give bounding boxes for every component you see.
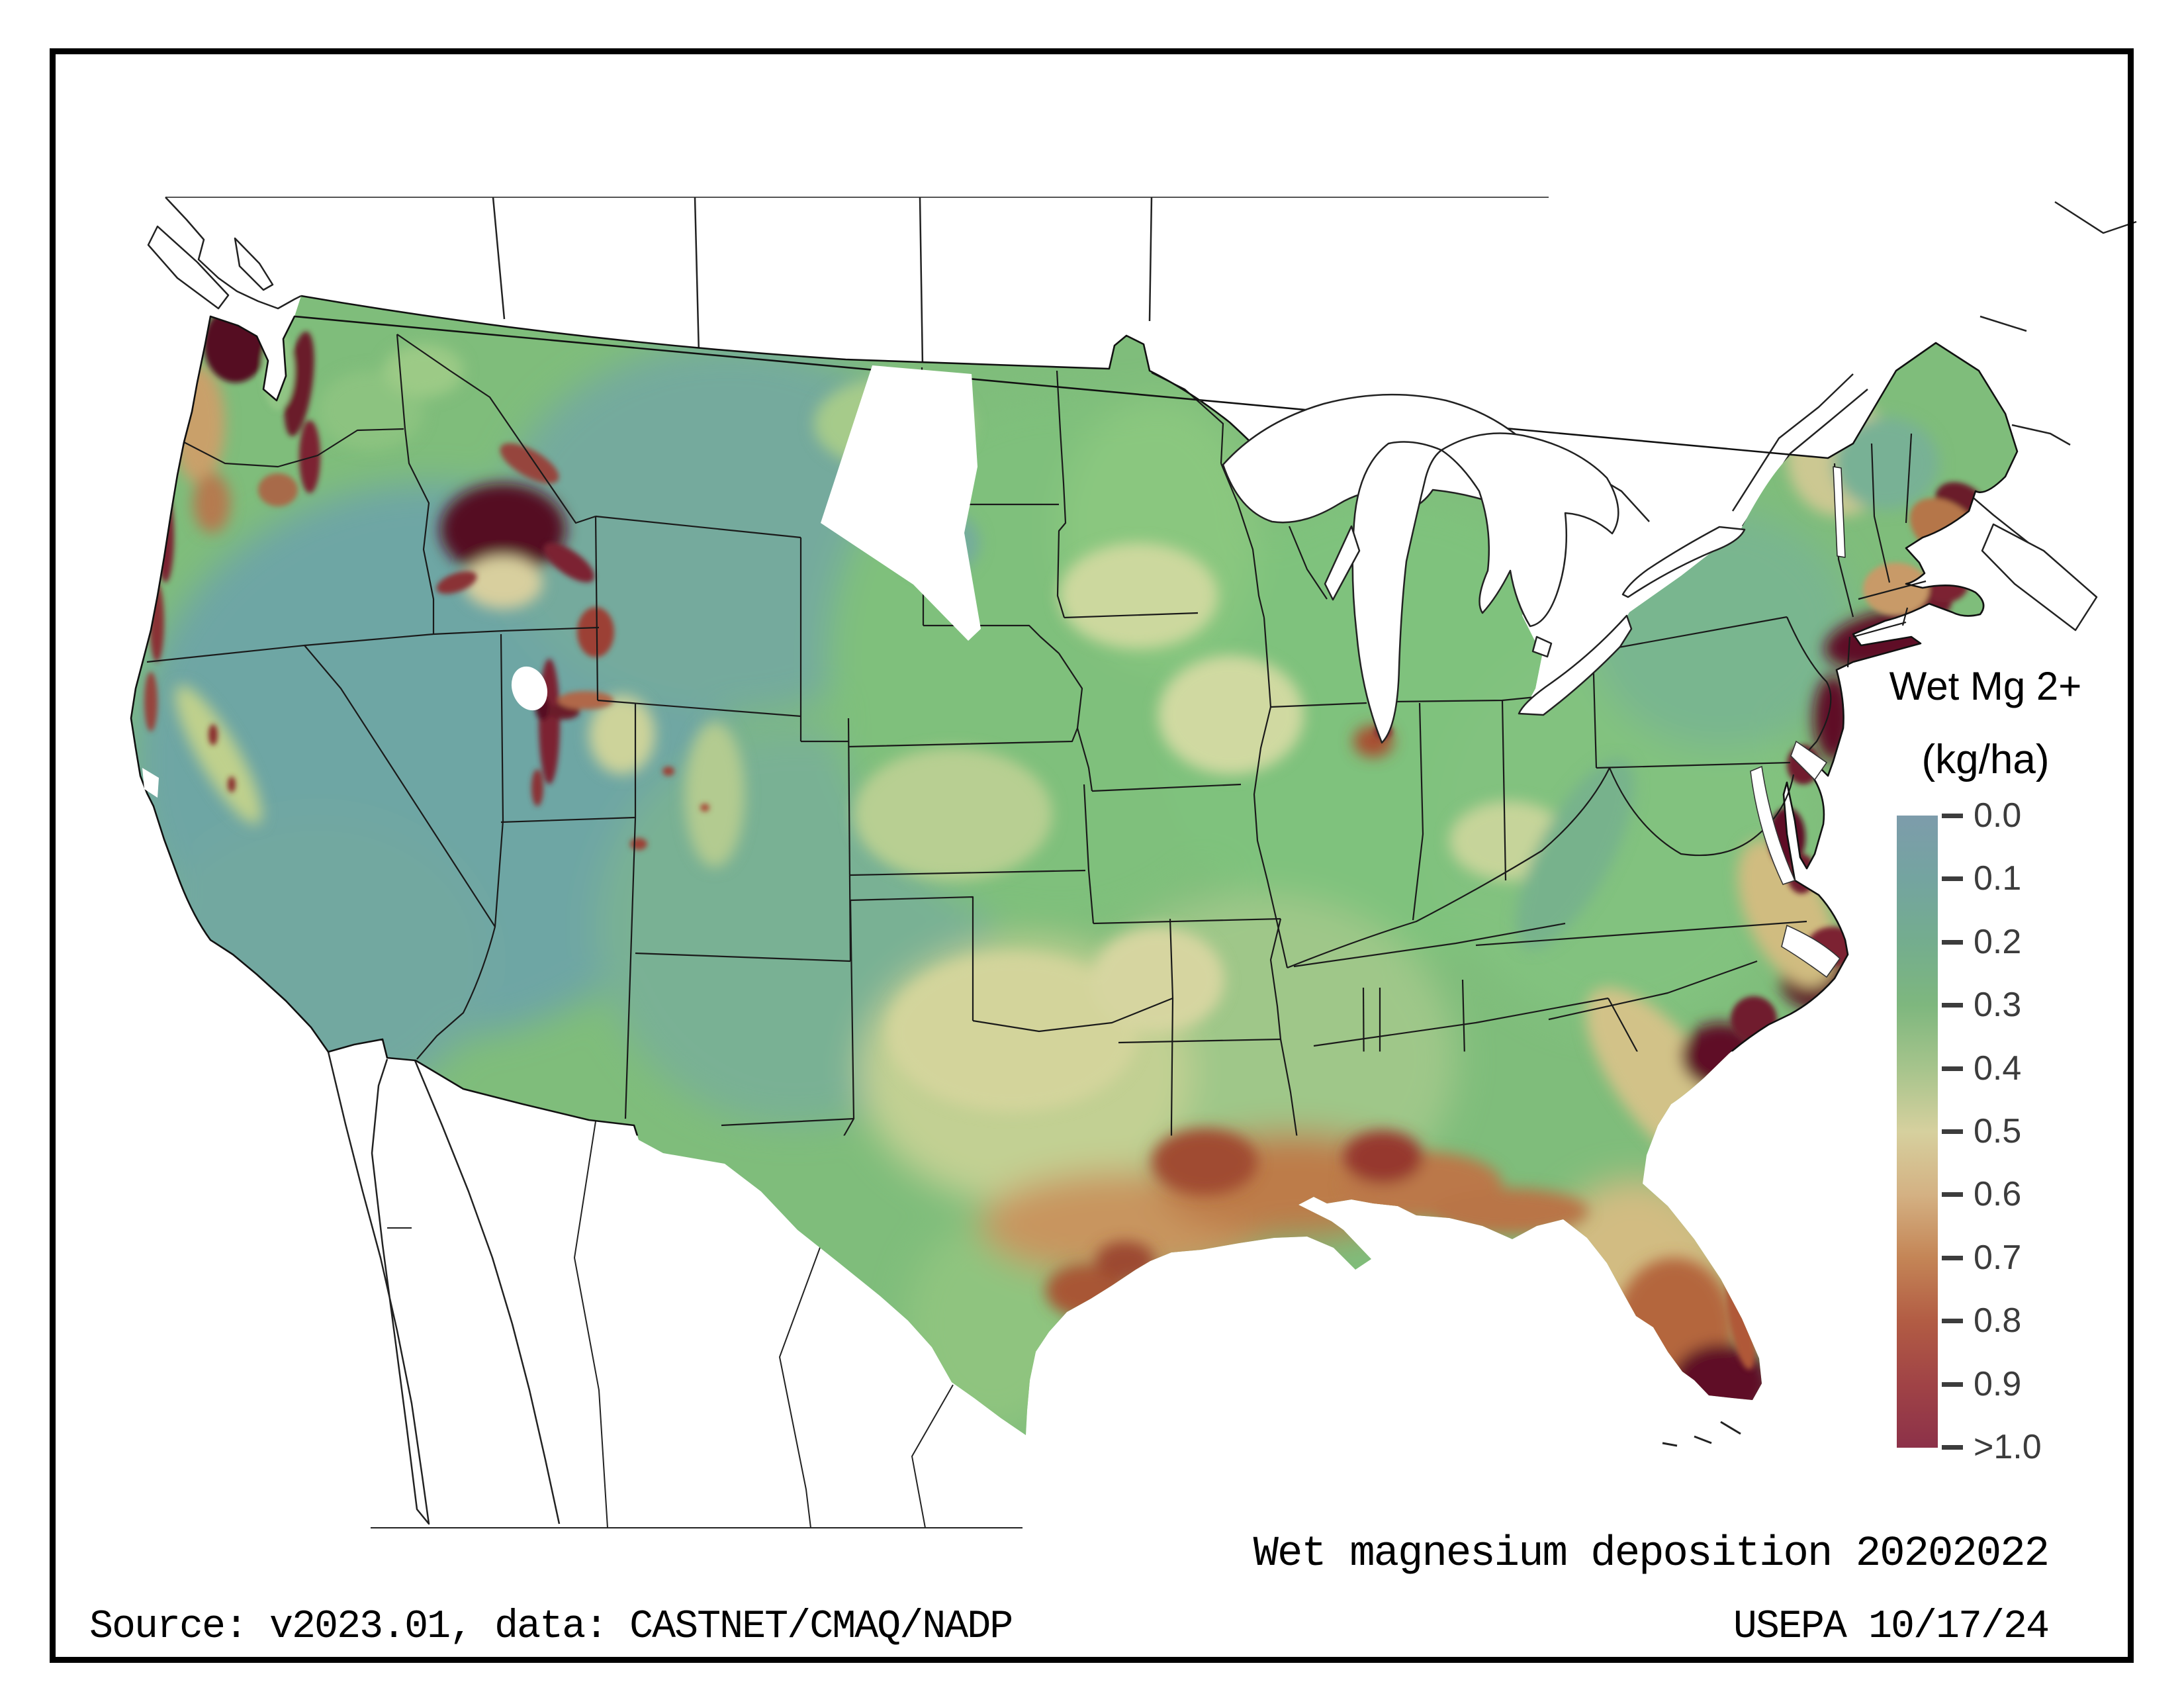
tick-label: 0.7 [1974, 1241, 2119, 1275]
tick-label: 0.6 [1974, 1177, 2119, 1211]
tick-label: 0.2 [1974, 925, 2119, 959]
tick-label: 0.4 [1974, 1051, 2119, 1086]
tick-mark [1942, 1129, 1963, 1134]
tick-mark [1942, 1003, 1963, 1008]
tick-mark [1942, 1066, 1963, 1071]
tick-mark [1942, 876, 1963, 881]
tick-label: 0.1 [1974, 861, 2119, 896]
tick-mark [1942, 940, 1963, 945]
legend-title: Wet Mg 2+ [1846, 663, 2124, 709]
tick-mark [1942, 1256, 1963, 1260]
tick-label: 0.3 [1974, 988, 2119, 1022]
tick-mark [1942, 1319, 1963, 1323]
source-note: Source: v2023.01, data: CASTNET/CMAQ/NAD… [89, 1605, 1012, 1650]
tick-label: 0.9 [1974, 1367, 2119, 1401]
legend-units: (kg/ha) [1846, 736, 2124, 783]
legend-colorbar [1897, 816, 1938, 1448]
tick-label: 0.8 [1974, 1303, 2119, 1338]
agency-stamp: USEPA 10/17/24 [1733, 1605, 2048, 1650]
tick-mark [1942, 1382, 1963, 1387]
tick-mark [1942, 1445, 1963, 1450]
tick-label: 0.5 [1974, 1114, 2119, 1149]
figure-title: Wet magnesium deposition 20202022 [1253, 1530, 2048, 1578]
tick-mark [1942, 814, 1963, 818]
tick-label: 0.0 [1974, 798, 2119, 833]
tick-mark [1942, 1192, 1963, 1197]
tick-label: >1.0 [1974, 1430, 2119, 1464]
plot-frame [50, 48, 2134, 1663]
